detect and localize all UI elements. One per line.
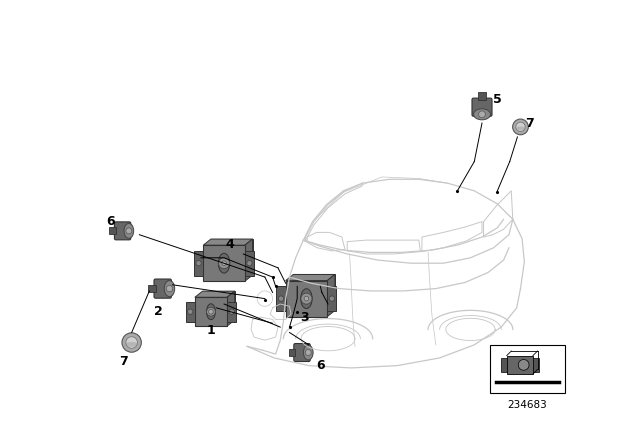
Text: 4: 4 (225, 238, 234, 251)
FancyBboxPatch shape (154, 279, 172, 298)
Text: 234683: 234683 (508, 400, 547, 410)
Bar (289, 349, 295, 356)
Ellipse shape (207, 304, 216, 319)
Circle shape (278, 296, 284, 302)
Circle shape (305, 349, 311, 356)
Bar (211, 239, 253, 275)
Bar (507, 356, 533, 374)
Circle shape (221, 261, 227, 266)
Bar (203, 291, 235, 320)
Bar (285, 280, 327, 317)
Bar (327, 286, 337, 311)
Circle shape (516, 122, 525, 132)
Bar (500, 358, 507, 372)
Polygon shape (327, 275, 335, 317)
Bar (195, 297, 227, 326)
Text: 5: 5 (493, 94, 502, 107)
FancyBboxPatch shape (472, 98, 492, 116)
Bar (109, 228, 116, 234)
Text: 2: 2 (154, 305, 163, 318)
Polygon shape (204, 239, 253, 245)
Circle shape (518, 359, 529, 370)
Text: 1: 1 (207, 324, 215, 337)
Circle shape (301, 293, 312, 304)
Bar (194, 250, 204, 276)
Circle shape (229, 309, 234, 314)
FancyBboxPatch shape (115, 222, 131, 240)
Circle shape (479, 111, 485, 118)
Ellipse shape (303, 345, 313, 360)
Bar (490, 345, 565, 392)
Text: 7: 7 (525, 116, 534, 129)
Ellipse shape (124, 224, 134, 238)
Ellipse shape (164, 280, 175, 297)
Bar (186, 302, 195, 322)
Circle shape (329, 296, 335, 302)
Bar (148, 285, 156, 292)
Circle shape (122, 333, 141, 352)
Bar (227, 302, 236, 322)
Circle shape (188, 309, 193, 314)
Text: 6: 6 (316, 359, 324, 372)
Circle shape (126, 337, 138, 349)
Circle shape (207, 307, 216, 316)
Polygon shape (285, 275, 335, 280)
Polygon shape (227, 291, 235, 326)
Text: 7: 7 (120, 355, 129, 368)
Polygon shape (245, 239, 253, 281)
Circle shape (513, 119, 529, 135)
Circle shape (166, 285, 173, 292)
Circle shape (304, 296, 308, 301)
Text: 6: 6 (106, 215, 115, 228)
Bar (204, 245, 245, 281)
Circle shape (218, 258, 230, 269)
Text: 3: 3 (301, 310, 309, 323)
Ellipse shape (474, 109, 490, 120)
Bar (293, 275, 335, 310)
Circle shape (196, 260, 202, 266)
Bar (245, 250, 254, 276)
Polygon shape (195, 291, 235, 297)
Ellipse shape (515, 126, 526, 130)
Circle shape (126, 228, 132, 234)
FancyBboxPatch shape (294, 344, 310, 362)
Ellipse shape (218, 253, 230, 273)
Bar (276, 286, 285, 311)
Circle shape (209, 310, 213, 314)
Circle shape (247, 260, 252, 266)
Bar (533, 358, 539, 372)
Bar (478, 92, 486, 99)
Ellipse shape (125, 342, 138, 347)
Ellipse shape (301, 289, 312, 309)
